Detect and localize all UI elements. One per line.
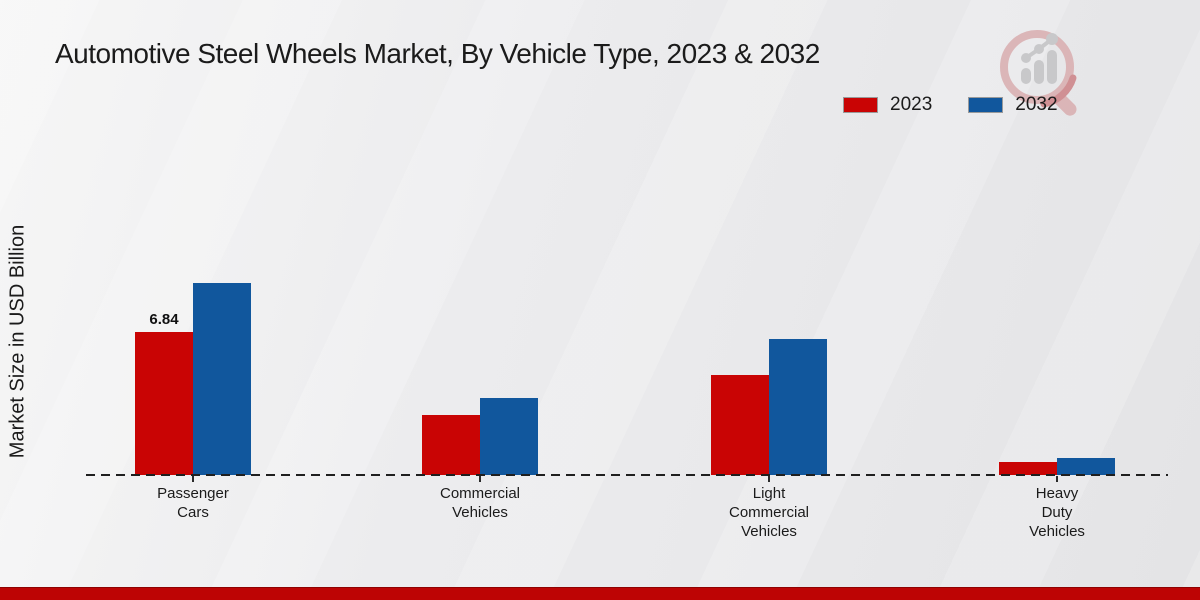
bar-2032-heavy-duty-vehicles (1057, 458, 1115, 475)
bar-2023-heavy-duty-vehicles (999, 462, 1057, 475)
bar-2023-passenger-cars (135, 332, 193, 475)
legend-swatch-2023 (843, 97, 878, 113)
footer-accent-bar (0, 587, 1200, 600)
bar-2032-commercial-vehicles (480, 397, 538, 475)
x-axis-tick-commercial-vehicles (479, 476, 481, 482)
legend-item-2023: 2023 (843, 94, 932, 116)
y-axis-label: Market Size in USD Billion (6, 224, 29, 459)
legend-label: 2023 (890, 94, 933, 115)
legend-item-2032: 2032 (968, 94, 1058, 116)
chart-title: Automotive Steel Wheels Market, By Vehic… (55, 38, 820, 69)
category-label-commercial-vehicles: Commercial Vehicles (439, 485, 520, 521)
x-axis-tick-light-commercial-vehicles (768, 476, 770, 482)
bar-2023-commercial-vehicles (422, 414, 480, 475)
bar-2032-light-commercial-vehicles (769, 339, 827, 475)
legend: 2023 2032 (843, 94, 1058, 116)
bar-2023-light-commercial-vehicles (711, 374, 769, 475)
x-axis-baseline (86, 474, 1168, 476)
x-axis-tick-heavy-duty-vehicles (1056, 476, 1058, 482)
value-label-6.84: 6.84 (149, 311, 179, 329)
bar-2032-passenger-cars (193, 283, 251, 475)
x-axis-tick-passenger-cars (192, 476, 194, 482)
category-label-passenger-cars: Passenger Cars (157, 485, 229, 521)
category-label-heavy-duty-vehicles: Heavy Duty Vehicles (1029, 485, 1085, 540)
magnifier-bar-chart-logo-icon (992, 22, 1084, 125)
legend-label: 2032 (1015, 94, 1058, 115)
category-label-light-commercial-vehicles: Light Commercial Vehicles (728, 485, 809, 540)
legend-swatch-2032 (968, 97, 1004, 113)
